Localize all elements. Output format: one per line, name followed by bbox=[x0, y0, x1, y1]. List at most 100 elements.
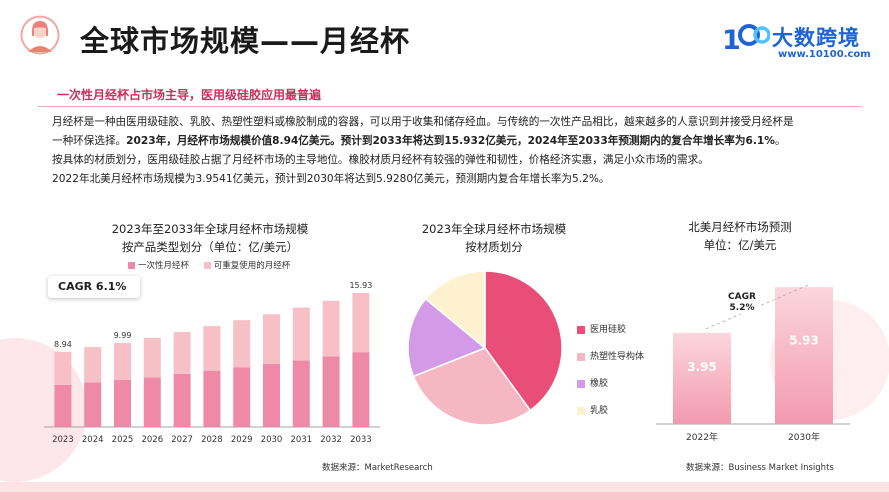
paragraph-1b-highlight: 2023年，月经杯市场规模价值8.94亿美元。预计到2033年将达到15.932… bbox=[126, 135, 775, 147]
avatar-icon bbox=[20, 15, 60, 55]
chart3-title-line2: 单位：亿/美元 bbox=[703, 238, 777, 252]
svg-text:1: 1 bbox=[722, 25, 741, 52]
bar-reusable-2027 bbox=[173, 331, 191, 375]
bar-disposable-2028 bbox=[203, 370, 221, 427]
data-label-2023: 8.94 bbox=[54, 340, 72, 349]
na-bar-2022年 bbox=[673, 332, 731, 424]
pie-legend-swatch-1 bbox=[577, 352, 585, 361]
na-value-label-2022年: 3.95 bbox=[687, 360, 717, 374]
bar-reusable-2025 bbox=[114, 342, 131, 380]
cagr-badge-na: CAGR 5.2% bbox=[724, 292, 760, 314]
x-tick-2031: 2031 bbox=[290, 435, 312, 445]
x-tick-2033: 2033 bbox=[350, 435, 372, 445]
bar-disposable-2023 bbox=[54, 384, 72, 427]
pie-legend-swatch-0 bbox=[577, 325, 585, 334]
pie-slice-1 bbox=[412, 347, 532, 426]
data-label-2033: 15.93 bbox=[349, 281, 372, 290]
bar-reusable-2031 bbox=[292, 307, 310, 361]
legend-label-disposable: 一次性月经杯 bbox=[138, 261, 190, 271]
chart1-source: 数据来源：MarketResearch bbox=[322, 463, 433, 473]
paragraph-1b: 一种环保选择。2023年，月经杯市场规模价值8.94亿美元。预计到2033年将达… bbox=[52, 132, 852, 151]
x-tick-2026: 2026 bbox=[141, 435, 163, 445]
na-x-tick-2022年: 2022年 bbox=[686, 431, 718, 443]
north-america-bar-chart: 3.95 2022年 5.93 2030年 bbox=[656, 284, 850, 443]
paragraph-2: 按具体的材质划分，医用级硅胶占据了月经杯市场的主导地位。橡胶材质月经杯有较强的弹… bbox=[52, 154, 709, 166]
bar-reusable-2028 bbox=[203, 326, 221, 371]
pie-legend-label-2: 橡胶 bbox=[590, 379, 609, 389]
paragraph-3: 2022年北美月经杯市场规模为3.9541亿美元，预计到2030年将达到5.92… bbox=[52, 173, 610, 185]
legend-item-disposable: 一次性月经杯 bbox=[128, 261, 189, 271]
pie-legend-item-0: 医用硅胶 bbox=[577, 322, 644, 349]
chart3-source: 数据来源：Business Market Insights bbox=[686, 463, 834, 473]
na-bar-2030年 bbox=[775, 287, 833, 424]
data-label-2025: 9.99 bbox=[114, 331, 132, 340]
chart3-title-line1: 北美月经杯市场预测 bbox=[688, 220, 792, 234]
cagr-badge-global: CAGR 6.1% bbox=[48, 276, 140, 298]
bar-disposable-2030 bbox=[263, 363, 280, 427]
pie-legend-swatch-3 bbox=[577, 406, 585, 415]
pie-slice-0 bbox=[484, 270, 563, 412]
paragraph-1a: 月经杯是一种由医用级硅胶、乳胶、热塑性塑料或橡胶制成的容器，可以用于收集和储存经… bbox=[52, 116, 794, 128]
pie-legend-label-0: 医用硅胶 bbox=[590, 325, 627, 335]
bar-reusable-2029 bbox=[233, 320, 251, 368]
section-heading: 一次性月经杯占市场主导，医用级硅胶应用最普遍 bbox=[57, 88, 322, 102]
chart3-title: 北美月经杯市场预测 单位：亿/美元 bbox=[660, 218, 820, 254]
pie-legend-label-3: 乳胶 bbox=[590, 406, 609, 416]
x-tick-2023: 2023 bbox=[52, 435, 74, 445]
legend-swatch-reusable bbox=[203, 262, 211, 269]
chart1-title-line1: 2023年至2033年全球月经杯市场规模 bbox=[111, 222, 309, 236]
bar-disposable-2033 bbox=[352, 352, 370, 427]
bar-disposable-2032 bbox=[322, 356, 340, 427]
bar-disposable-2024 bbox=[84, 382, 102, 427]
bar-disposable-2026 bbox=[143, 377, 161, 427]
legend-label-reusable: 可重复使用的月经杯 bbox=[213, 261, 291, 271]
page-title: 全球市场规模——月经杯 bbox=[80, 24, 411, 58]
logo-text: 大数跨境 bbox=[772, 26, 860, 50]
chart1-legend: 一次性月经杯 可重复使用的月经杯 bbox=[128, 259, 302, 271]
body-text: 月经杯是一种由医用级硅胶、乳胶、热塑性塑料或橡胶制成的容器，可以用于收集和储存经… bbox=[52, 113, 852, 189]
pie-chart bbox=[407, 270, 563, 426]
na-value-label-2030年: 5.93 bbox=[789, 334, 819, 348]
pie-legend-item-3: 乳胶 bbox=[577, 403, 644, 430]
paragraph-1b-end: 。 bbox=[774, 135, 786, 147]
cagr-badge-na-line2: 5.2% bbox=[729, 303, 755, 313]
logo-url: www.10100.com bbox=[778, 49, 871, 60]
brand-logo[interactable]: 1 大数跨境 www.10100.com bbox=[722, 22, 872, 64]
bar-reusable-2033 bbox=[352, 293, 370, 353]
chart1-title-line2: 按产品类型划分（单位：亿/美元） bbox=[121, 240, 299, 254]
chart1-title: 2023年至2033年全球月经杯市场规模 按产品类型划分（单位：亿/美元） bbox=[60, 220, 360, 256]
pie-legend-item-1: 热塑性导构体 bbox=[577, 349, 644, 376]
legend-swatch-disposable bbox=[128, 262, 135, 269]
x-tick-2024: 2024 bbox=[82, 435, 104, 445]
pie-slice-3 bbox=[424, 270, 486, 350]
pie-legend-swatch-2 bbox=[577, 379, 585, 388]
pie-legend-label-1: 热塑性导构体 bbox=[590, 352, 645, 362]
x-tick-2030: 2030 bbox=[261, 435, 283, 445]
paragraph-1b-lead: 一种环保选择。 bbox=[52, 135, 127, 147]
bar-reusable-2024 bbox=[84, 347, 102, 383]
legend-item-reusable: 可重复使用的月经杯 bbox=[203, 261, 291, 271]
chart2-title-line2: 按材质划分 bbox=[465, 240, 523, 254]
bar-disposable-2031 bbox=[292, 360, 310, 427]
cagr-badge-na-line1: CAGR bbox=[728, 292, 756, 302]
na-x-tick-2030年: 2030年 bbox=[788, 431, 820, 443]
chart2-title: 2023年全球月经杯市场规模 按材质划分 bbox=[414, 220, 574, 256]
chart2-title-line1: 2023年全球月经杯市场规模 bbox=[421, 222, 567, 236]
pie-legend: 医用硅胶热塑性导构体 橡胶乳胶 bbox=[577, 322, 644, 430]
bar-reusable-2030 bbox=[263, 314, 280, 364]
logo-mark-icon: 1 bbox=[722, 24, 770, 52]
bar-disposable-2027 bbox=[173, 374, 191, 427]
pie-legend-item-2: 橡胶 bbox=[577, 376, 644, 403]
x-tick-2029: 2029 bbox=[231, 435, 253, 445]
x-tick-2025: 2025 bbox=[112, 435, 134, 445]
pie-slice-2 bbox=[407, 297, 487, 378]
divider bbox=[38, 106, 861, 107]
x-tick-2027: 2027 bbox=[171, 435, 193, 445]
bar-reusable-2032 bbox=[322, 300, 340, 357]
bar-disposable-2025 bbox=[114, 379, 131, 427]
stacked-bar-chart: 2023 2024 2025 2026 2027 2028 2029 2030 2031 2032… bbox=[44, 281, 380, 445]
x-tick-2028: 2028 bbox=[201, 435, 223, 445]
x-tick-2032: 2032 bbox=[320, 435, 342, 445]
bar-reusable-2026 bbox=[143, 337, 161, 378]
